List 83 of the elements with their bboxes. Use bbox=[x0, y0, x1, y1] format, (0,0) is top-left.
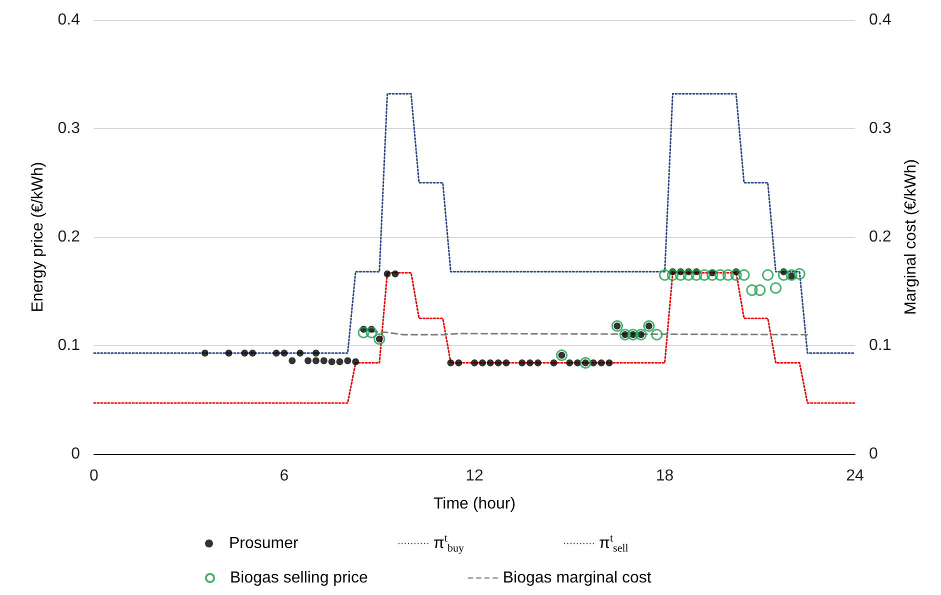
point bbox=[374, 333, 386, 345]
point bbox=[494, 359, 502, 366]
point bbox=[706, 269, 718, 281]
point bbox=[471, 359, 478, 366]
point bbox=[722, 269, 734, 281]
legend-label: Prosumer bbox=[229, 535, 300, 552]
y-axis-title: Energy price (€/kWh) bbox=[30, 162, 46, 312]
point bbox=[478, 359, 486, 366]
point bbox=[384, 270, 391, 278]
x-tick-label: 24 bbox=[846, 468, 864, 484]
point bbox=[201, 350, 208, 357]
point bbox=[619, 328, 631, 340]
x-tick-label: 0 bbox=[90, 468, 99, 484]
point bbox=[526, 359, 534, 366]
line-series bbox=[93, 92, 856, 354]
y-tick-label: 0.2 bbox=[58, 228, 80, 246]
point bbox=[358, 326, 370, 338]
point bbox=[786, 269, 798, 281]
point bbox=[627, 328, 639, 340]
point bbox=[635, 328, 647, 340]
point bbox=[714, 269, 726, 281]
point bbox=[778, 269, 790, 281]
y2-tick-label: 0 bbox=[869, 446, 878, 462]
point bbox=[225, 350, 232, 357]
y-tick-label: 0 bbox=[71, 446, 80, 462]
point bbox=[746, 284, 758, 296]
y2-tick-label: 0.1 bbox=[869, 337, 892, 354]
point bbox=[288, 357, 296, 364]
point bbox=[550, 359, 558, 366]
y-tick-label: 0.3 bbox=[58, 120, 80, 137]
point bbox=[241, 350, 248, 357]
point bbox=[580, 357, 592, 369]
y2-axis-title: Marginal cost (€/kWh) bbox=[902, 159, 920, 315]
point bbox=[794, 268, 806, 280]
point bbox=[280, 350, 288, 357]
point bbox=[312, 350, 320, 357]
point bbox=[698, 269, 710, 281]
point bbox=[272, 350, 280, 357]
y2-tick-label: 0.4 bbox=[869, 12, 892, 28]
point bbox=[754, 284, 766, 296]
point bbox=[690, 269, 702, 281]
legend-label: Biogas selling price bbox=[230, 570, 368, 586]
point bbox=[518, 359, 526, 366]
x-axis-title: Time (hour) bbox=[433, 496, 516, 512]
point bbox=[392, 270, 399, 278]
point bbox=[312, 357, 320, 364]
point bbox=[486, 359, 494, 366]
y2-tick-label: 0.2 bbox=[869, 228, 892, 246]
point bbox=[643, 320, 655, 332]
y2-tick-label: 0.3 bbox=[869, 120, 892, 137]
point bbox=[556, 349, 568, 362]
point bbox=[762, 269, 774, 281]
point bbox=[366, 326, 378, 338]
point bbox=[296, 350, 304, 357]
point bbox=[534, 359, 542, 366]
point bbox=[666, 269, 678, 281]
x-tick-label: 6 bbox=[280, 468, 289, 484]
point bbox=[682, 269, 694, 281]
point bbox=[738, 269, 750, 281]
point bbox=[336, 358, 344, 366]
point bbox=[658, 269, 671, 281]
point bbox=[328, 358, 336, 366]
point bbox=[249, 350, 256, 357]
point bbox=[344, 357, 352, 364]
point bbox=[566, 359, 574, 366]
point bbox=[447, 359, 454, 366]
point bbox=[320, 357, 328, 364]
point bbox=[502, 359, 510, 366]
point bbox=[651, 328, 663, 340]
y-tick-label: 0.4 bbox=[58, 12, 80, 28]
point bbox=[304, 357, 312, 364]
point bbox=[598, 359, 605, 366]
x-tick-label: 18 bbox=[656, 468, 674, 484]
point bbox=[730, 269, 742, 281]
legend-label: Biogas marginal cost bbox=[502, 570, 652, 586]
point bbox=[606, 359, 613, 366]
x-tick-label: 12 bbox=[466, 468, 484, 484]
point bbox=[455, 359, 462, 366]
point bbox=[611, 320, 623, 332]
point bbox=[352, 358, 360, 366]
point bbox=[770, 282, 782, 294]
y-tick-label: 0.1 bbox=[58, 337, 80, 354]
point bbox=[674, 269, 686, 281]
